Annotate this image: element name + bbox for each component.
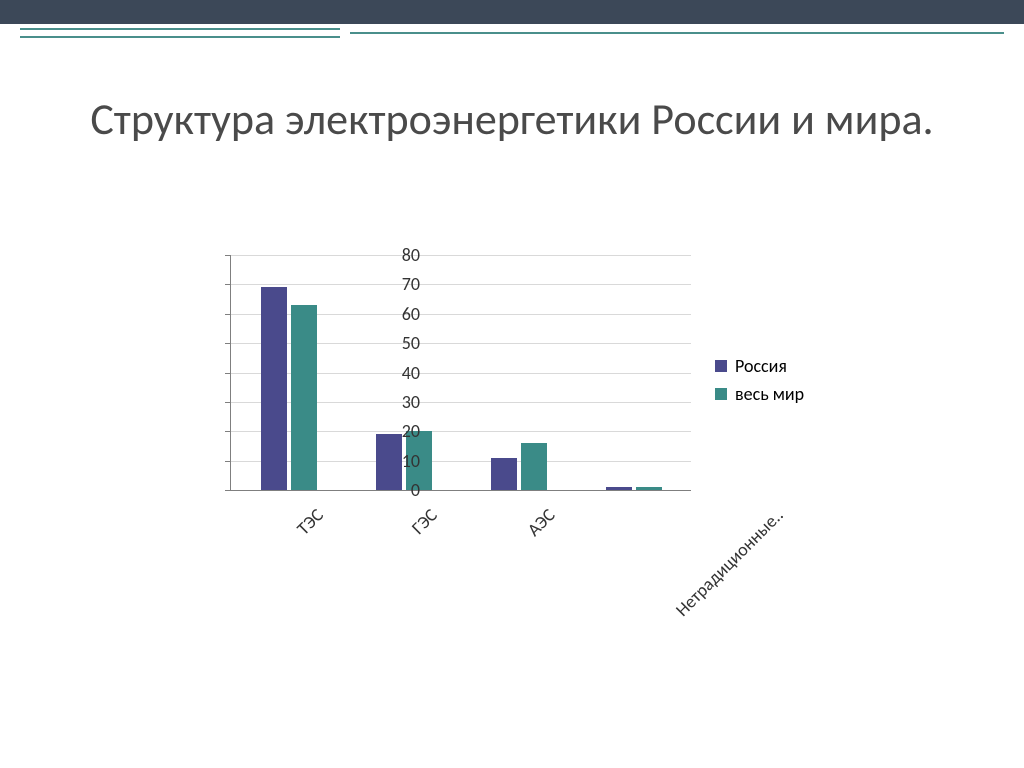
y-tickmark <box>225 314 231 315</box>
decor-top-bar <box>0 0 1024 24</box>
y-tick-label: 40 <box>380 362 420 384</box>
slide: Структура электроэнергетики России и мир… <box>0 0 1024 768</box>
legend-label: весь мир <box>735 383 804 405</box>
legend-item: весь мир <box>715 383 804 405</box>
y-tick-label: 50 <box>380 332 420 354</box>
bar <box>291 305 317 490</box>
y-tickmark <box>225 255 231 256</box>
y-tickmark <box>225 431 231 432</box>
y-tick-label: 70 <box>380 273 420 295</box>
decor-accent-left <box>20 28 340 38</box>
gridline <box>231 284 691 285</box>
legend-swatch <box>715 360 727 372</box>
plot-area <box>230 255 691 491</box>
y-tickmark <box>225 402 231 403</box>
y-tick-label: 0 <box>380 479 420 501</box>
y-tick-label: 30 <box>380 391 420 413</box>
y-tick-label: 20 <box>380 420 420 442</box>
x-category-label: ГЭС <box>407 504 442 539</box>
y-tickmark <box>225 343 231 344</box>
bar <box>606 487 632 490</box>
legend: Россия весь мир <box>715 355 804 411</box>
x-category-label: ТЭС <box>292 504 328 540</box>
y-tickmark <box>225 284 231 285</box>
y-tick-label: 80 <box>380 244 420 266</box>
bar <box>521 443 547 490</box>
y-tickmark <box>225 461 231 462</box>
legend-item: Россия <box>715 355 804 377</box>
chart: Россиявесь мир 01020304050607080ТЭСГЭСАЭ… <box>170 255 890 675</box>
gridline <box>231 255 691 256</box>
bar <box>261 287 287 490</box>
decor-accent-right <box>350 28 1004 34</box>
legend-label: Россия <box>735 355 787 377</box>
bar <box>491 458 517 490</box>
x-category-label: АЭС <box>523 504 560 541</box>
slide-title: Структура электроэнергетики России и мир… <box>0 92 1024 146</box>
y-tick-label: 60 <box>380 303 420 325</box>
legend-swatch <box>715 388 727 400</box>
x-category-label: Нетрадиционные.. <box>671 504 788 621</box>
y-tickmark <box>225 373 231 374</box>
y-tickmark <box>225 490 231 491</box>
bar <box>636 487 662 490</box>
y-tick-label: 10 <box>380 450 420 472</box>
